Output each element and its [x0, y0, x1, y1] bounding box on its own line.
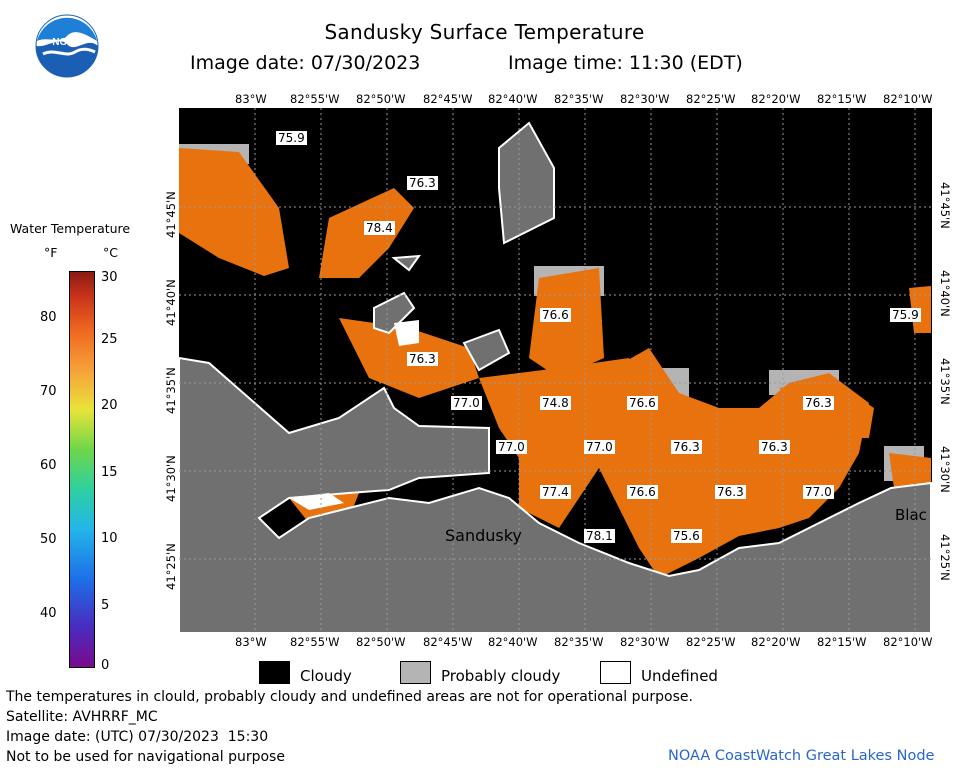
temp-label: 77.4: [540, 485, 571, 499]
footer-satellite: Satellite: AVHRRF_MC: [6, 709, 158, 725]
temp-label: 76.3: [803, 396, 834, 410]
temp-label: 78.1: [584, 529, 615, 543]
lon-tick-bottom: 82°30'W: [620, 635, 670, 649]
temp-label: 77.0: [584, 440, 615, 454]
footer-note: The temperatures in clould, probably clo…: [6, 689, 693, 705]
lon-tick-top: 82°15'W: [817, 92, 867, 106]
temp-label: 76.3: [407, 176, 438, 190]
probably-cloudy-swatch: [400, 661, 431, 684]
temperature-map: [179, 108, 932, 633]
f-tick-60: 60: [40, 458, 57, 473]
lon-tick-top: 82°25'W: [686, 92, 736, 106]
lat-tick-left: 41°30'N: [164, 455, 178, 502]
lon-tick-top: 82°55'W: [290, 92, 340, 106]
lon-tick-top: 82°30'W: [620, 92, 670, 106]
footer-nav-warning: Not to be used for navigational purpose: [6, 749, 285, 765]
temp-label: 76.3: [759, 440, 790, 454]
probably-cloudy-label: Probably cloudy: [441, 667, 561, 685]
f-tick-70: 70: [40, 384, 57, 399]
lon-tick-bottom: 82°35'W: [554, 635, 604, 649]
footer-node-credit: NOAA CoastWatch Great Lakes Node: [668, 748, 935, 764]
temp-label: 76.6: [627, 396, 658, 410]
c-tick-15: 15: [101, 465, 118, 480]
c-tick-25: 25: [101, 332, 118, 347]
lon-tick-bottom: 82°45'W: [423, 635, 473, 649]
lat-tick-left: 41°25'N: [164, 543, 178, 590]
cloudy-label: Cloudy: [300, 667, 352, 685]
lon-tick-top: 82°10'W: [883, 92, 933, 106]
footer-utc-date: Image date: (UTC) 07/30/2023 15:30: [6, 729, 269, 745]
temp-label: 78.4: [364, 221, 395, 235]
lat-tick-right: 41°40'N: [938, 270, 952, 317]
temp-label: 76.6: [627, 485, 658, 499]
noaa-logo-icon: NOAA: [35, 14, 99, 78]
temp-label: 75.6: [671, 529, 702, 543]
lat-tick-right: 41°45'N: [938, 182, 952, 229]
lon-tick-top: 82°50'W: [356, 92, 406, 106]
lat-tick-left: 41°45'N: [164, 191, 178, 238]
temp-label: 75.9: [890, 308, 921, 322]
place-label-blac: Blac: [895, 506, 927, 524]
f-tick-40: 40: [40, 606, 57, 621]
c-tick-0: 0: [101, 658, 110, 673]
temp-label: 76.3: [671, 440, 702, 454]
lon-tick-bottom: 82°10'W: [883, 635, 933, 649]
place-label-sandusky: Sandusky: [445, 526, 522, 545]
undefined-swatch: [600, 661, 631, 684]
cloudy-swatch: [259, 661, 290, 684]
lon-tick-bottom: 82°50'W: [356, 635, 406, 649]
lon-tick-bottom: 83°W: [235, 635, 267, 649]
legend-title: Water Temperature: [10, 221, 131, 236]
land-areas: [179, 121, 932, 633]
temp-label: 77.0: [496, 440, 527, 454]
temperature-colorbar: [69, 271, 95, 668]
temp-label: 74.8: [540, 396, 571, 410]
c-tick-20: 20: [101, 398, 118, 413]
lon-tick-top: 82°35'W: [554, 92, 604, 106]
c-tick-5: 5: [101, 598, 110, 613]
lon-tick-top: 82°45'W: [423, 92, 473, 106]
lon-tick-top: 82°20'W: [751, 92, 801, 106]
f-tick-80: 80: [40, 310, 57, 325]
lon-tick-bottom: 82°40'W: [488, 635, 538, 649]
temp-label: 76.3: [407, 352, 438, 366]
image-time: Image time: 11:30 (EDT): [508, 52, 743, 74]
temp-label: 77.0: [803, 485, 834, 499]
page-title: Sandusky Surface Temperature: [324, 20, 645, 44]
temp-label: 76.3: [715, 485, 746, 499]
unit-celsius: °C: [103, 245, 118, 260]
undefined-areas: [289, 320, 419, 510]
c-tick-10: 10: [101, 531, 118, 546]
lon-tick-bottom: 82°25'W: [686, 635, 736, 649]
unit-fahrenheit: °F: [44, 245, 58, 260]
graticule: [179, 108, 932, 633]
f-tick-50: 50: [40, 532, 57, 547]
lon-tick-top: 82°40'W: [488, 92, 538, 106]
lon-tick-bottom: 82°55'W: [290, 635, 340, 649]
lat-tick-right: 41°25'N: [938, 534, 952, 581]
temp-label: 75.9: [276, 131, 307, 145]
image-date: Image date: 07/30/2023: [190, 52, 421, 74]
logo-text: NOAA: [52, 37, 81, 48]
c-tick-30: 30: [101, 270, 118, 285]
temp-label: 76.6: [540, 308, 571, 322]
lat-tick-left: 41°40'N: [164, 279, 178, 326]
temp-label: 77.0: [451, 396, 482, 410]
undefined-label: Undefined: [641, 667, 718, 685]
lon-tick-top: 83°W: [235, 92, 267, 106]
lat-tick-right: 41°35'N: [938, 358, 952, 405]
lon-tick-bottom: 82°20'W: [751, 635, 801, 649]
lon-tick-bottom: 82°15'W: [817, 635, 867, 649]
lat-tick-right: 41°30'N: [938, 446, 952, 493]
lat-tick-left: 41°35'N: [164, 367, 178, 414]
